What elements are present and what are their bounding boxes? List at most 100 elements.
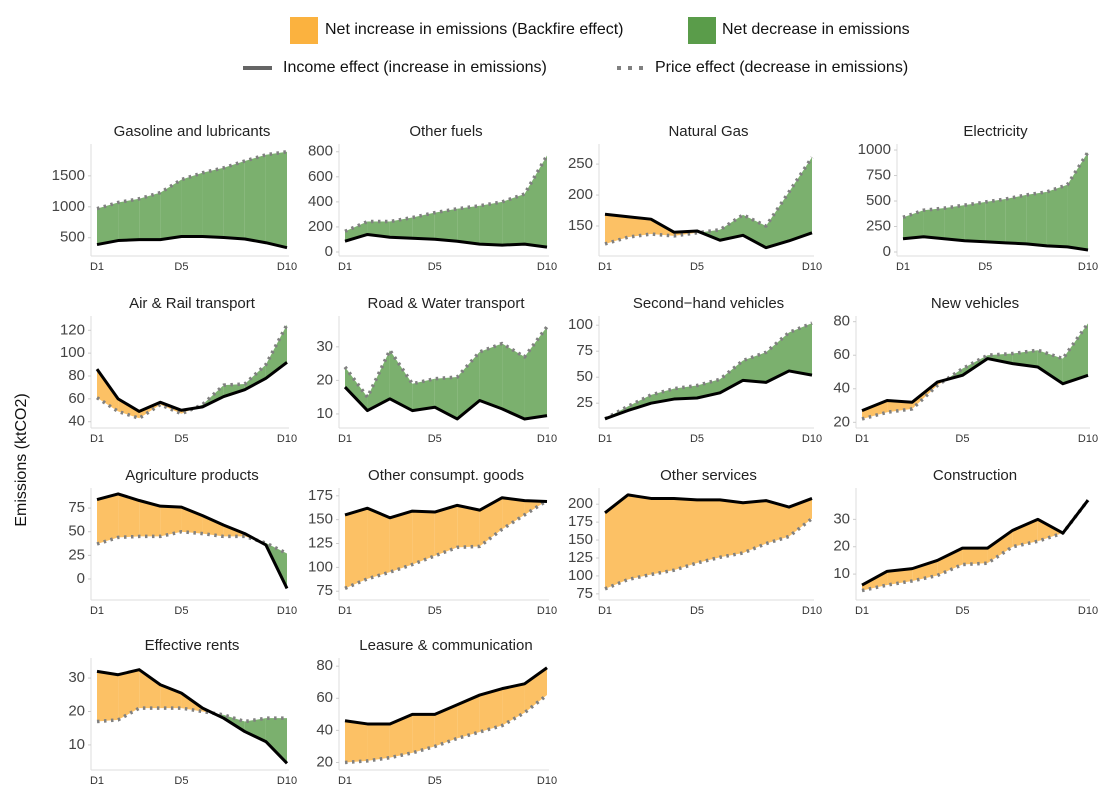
y-tick-label: 80 [833, 313, 850, 330]
y-tick-label: 20 [316, 371, 333, 388]
area-fill [434, 505, 458, 556]
y-tick-label: 75 [576, 585, 593, 602]
area-fill [457, 695, 480, 739]
x-tick-label: D10 [537, 605, 557, 617]
y-tick-label: 30 [316, 338, 333, 355]
area-fill [524, 667, 547, 713]
area-fill [367, 723, 390, 761]
area-fill [743, 352, 766, 383]
x-tick-label: D1 [598, 433, 612, 445]
area-fill [789, 157, 812, 241]
x-tick-label: D10 [802, 433, 822, 445]
x-tick-label: D5 [428, 605, 442, 617]
panel-title: Agriculture products [125, 467, 258, 484]
x-tick-label: D1 [338, 261, 352, 273]
area-fill [97, 493, 119, 544]
area-fill [720, 360, 743, 393]
area-fill [628, 216, 651, 238]
x-tick-label: D1 [855, 605, 869, 617]
x-tick-label: D10 [802, 605, 822, 617]
x-tick-label: D10 [1078, 605, 1098, 617]
area-fill [479, 497, 503, 547]
area-fill [1012, 519, 1038, 547]
area-fill [434, 208, 458, 242]
area-fill [181, 172, 203, 237]
x-tick-label: D5 [955, 605, 969, 617]
line [96, 235, 288, 250]
area-fill [389, 217, 413, 239]
area-fill [674, 498, 697, 571]
panel-title: Air & Rail transport [129, 295, 256, 312]
area-fill [1005, 194, 1027, 244]
y-tick-label: 75 [316, 582, 333, 599]
y-tick-label: 20 [68, 702, 85, 719]
x-tick-label: D1 [338, 605, 352, 617]
x-tick-label: D10 [1078, 261, 1098, 273]
y-tick-label: 30 [68, 669, 85, 686]
area-fill [605, 494, 628, 589]
panel-title: Leasure & communication [359, 637, 532, 654]
area-fill [457, 351, 480, 419]
legend-label: Net increase in emissions (Backfire effe… [325, 21, 623, 38]
y-tick-label: 75 [68, 499, 85, 516]
x-tick-label: D1 [90, 433, 104, 445]
y-tick-label: 80 [316, 657, 333, 674]
line [344, 496, 548, 520]
area-fill [265, 718, 287, 764]
area-fill [389, 511, 413, 573]
x-tick-label: D10 [537, 261, 557, 273]
area-fill [367, 508, 390, 579]
legend-swatch [290, 17, 318, 44]
y-tick-label: 50 [576, 368, 593, 385]
area-fill [937, 548, 963, 576]
x-tick-label: D1 [338, 433, 352, 445]
y-tick-label: 750 [866, 166, 891, 183]
area-fill [985, 198, 1006, 243]
area-fill [962, 548, 988, 565]
x-tick-label: D1 [855, 433, 869, 445]
x-tick-label: D10 [277, 605, 297, 617]
legend-swatch [688, 17, 716, 44]
y-tick-label: 200 [568, 186, 593, 203]
y-tick-label: 20 [833, 538, 850, 555]
y-tick-label: 175 [308, 487, 333, 504]
y-tick-label: 100 [308, 558, 333, 575]
line [344, 232, 548, 249]
area-fill [628, 494, 651, 580]
area-fill [457, 205, 480, 245]
y-tick-label: 60 [68, 390, 85, 407]
area-fill [345, 366, 368, 411]
area-fill [244, 718, 266, 742]
area-fill [903, 210, 924, 239]
y-tick-label: 150 [308, 511, 333, 528]
area-fill [937, 379, 946, 386]
y-tick-label: 10 [68, 736, 85, 753]
area-fill [479, 343, 503, 409]
y-tick-label: 600 [308, 168, 333, 185]
y-tick-label: 0 [77, 570, 85, 587]
x-tick-label: D1 [90, 605, 104, 617]
panel-title: Other consumpt. goods [368, 467, 524, 484]
y-tick-label: 25 [68, 546, 85, 563]
x-tick-label: D10 [277, 261, 297, 273]
area-fill [160, 506, 182, 537]
area-fill [651, 498, 674, 575]
x-tick-label: D5 [428, 433, 442, 445]
line [604, 156, 814, 246]
x-tick-label: D10 [802, 261, 822, 273]
x-tick-label: D10 [537, 775, 557, 787]
area-fill [766, 500, 789, 544]
y-tick-label: 250 [866, 217, 891, 234]
area-fill [160, 684, 182, 709]
line [902, 235, 1089, 252]
area-fill [1067, 152, 1088, 250]
panel-title: Other fuels [409, 123, 482, 140]
area-fill [244, 154, 266, 243]
area-fill [139, 500, 161, 537]
area-fill [987, 530, 1013, 564]
area-fill [789, 323, 812, 376]
y-tick-label: 20 [833, 413, 850, 430]
y-tick-label: 150 [568, 217, 593, 234]
x-tick-label: D10 [1078, 433, 1098, 445]
area-fill [265, 151, 287, 248]
